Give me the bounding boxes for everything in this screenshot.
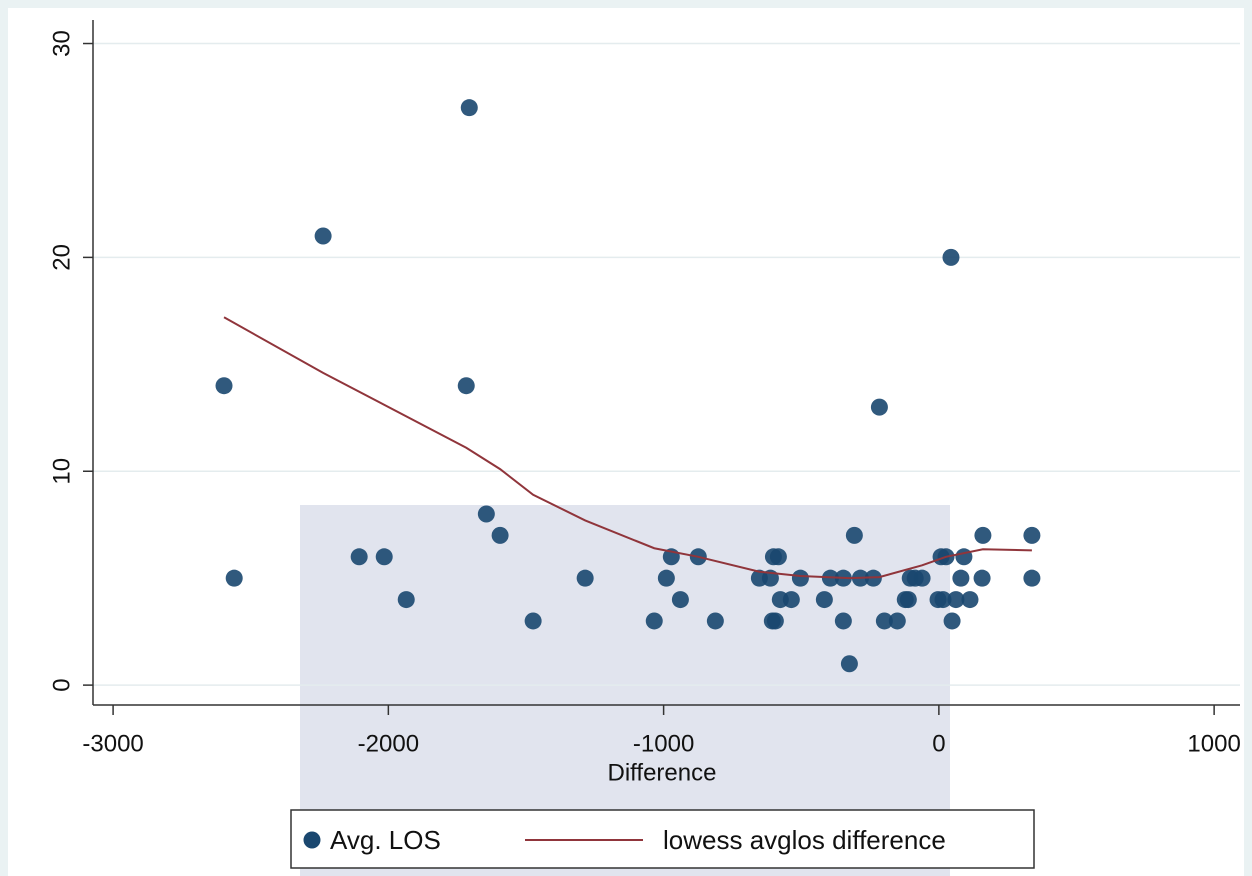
point: [961, 591, 978, 608]
x-axis-label: Difference: [608, 759, 717, 786]
point: [492, 527, 509, 544]
point: [1023, 527, 1040, 544]
point: [398, 591, 415, 608]
point: [672, 591, 689, 608]
point: [315, 228, 332, 245]
legend-label: Avg. LOS: [330, 825, 441, 855]
point: [458, 377, 475, 394]
point: [351, 548, 368, 565]
point: [770, 548, 787, 565]
point: [816, 591, 833, 608]
point: [461, 99, 478, 116]
legend-marker: [304, 832, 321, 849]
point: [952, 570, 969, 587]
point: [871, 399, 888, 416]
point: [942, 249, 959, 266]
y-tick-label: 10: [48, 458, 75, 485]
point: [478, 506, 495, 523]
point: [646, 612, 663, 629]
point: [914, 570, 931, 587]
point: [577, 570, 594, 587]
y-tick-label: 0: [48, 678, 75, 691]
point: [707, 612, 724, 629]
point: [783, 591, 800, 608]
point: [944, 612, 961, 629]
point: [792, 570, 809, 587]
point: [226, 570, 243, 587]
point: [841, 655, 858, 672]
point: [216, 377, 233, 394]
point: [835, 612, 852, 629]
point: [974, 570, 991, 587]
point: [1023, 570, 1040, 587]
x-tick-label: -3000: [82, 730, 143, 757]
point: [900, 591, 917, 608]
page: Difference 0 10 20 30 -3000 -2000 -1000 0 1000 Av…: [0, 0, 1252, 876]
point: [955, 548, 972, 565]
point: [974, 527, 991, 544]
point: [889, 612, 906, 629]
y-tick-label: 30: [48, 30, 75, 57]
chart: Difference 0 10 20 30 -3000 -2000 -1000 0 1000 Av…: [0, 0, 1252, 876]
point: [376, 548, 393, 565]
point: [658, 570, 675, 587]
x-tick-label: -1000: [633, 730, 694, 757]
x-tick-label: 1000: [1187, 730, 1240, 757]
x-tick-label: 0: [932, 730, 945, 757]
x-tick-label: -2000: [358, 730, 419, 757]
y-tick-label: 20: [48, 244, 75, 271]
legend-label: lowess avglos difference: [663, 825, 946, 855]
point: [525, 612, 542, 629]
point: [767, 612, 784, 629]
point: [846, 527, 863, 544]
